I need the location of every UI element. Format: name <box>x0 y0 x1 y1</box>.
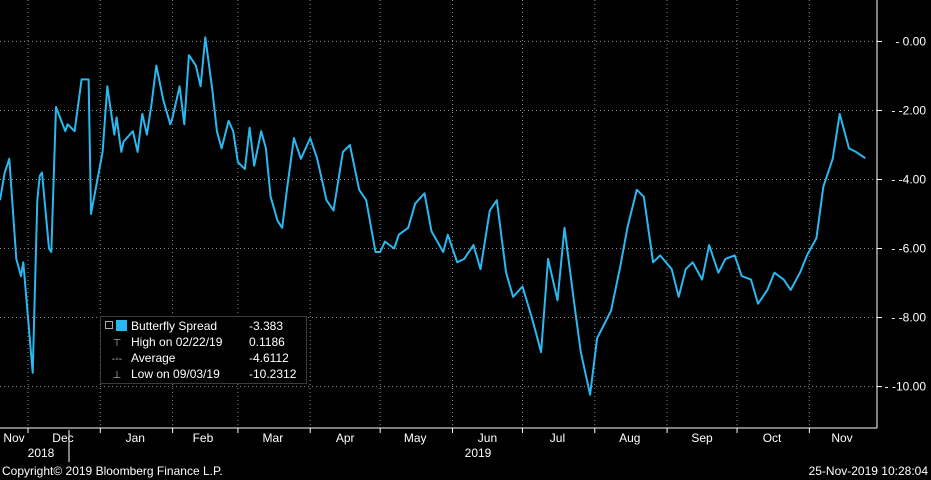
legend-average-label: Average <box>131 351 176 365</box>
average-marker-icon: -◦- <box>111 354 123 365</box>
legend-row-series: Butterfly Spread -3.383 <box>105 319 283 334</box>
timestamp-text: 25-Nov-2019 10:28:04 <box>808 464 928 478</box>
x-tick-label: Nov <box>3 431 24 445</box>
legend-row-low: ⊥ Low on 09/03/19 -10.2312 <box>105 367 297 382</box>
x-tick-label: Oct <box>763 431 782 445</box>
legend-row-average: -◦- Average -4.6112 <box>105 351 289 366</box>
copyright-text: Copyright© 2019 Bloomberg Finance L.P. <box>2 464 223 478</box>
x-tick-label: Feb <box>193 431 214 445</box>
x-year-label-2018: 2018 <box>28 446 55 460</box>
x-tick-label: Aug <box>619 431 640 445</box>
x-tick-label: Jun <box>478 431 497 445</box>
x-tick-label: Sep <box>691 431 713 445</box>
series-swatch-icon <box>116 320 128 331</box>
legend-row-high: ⊤ High on 02/22/19 0.1186 <box>105 335 285 350</box>
x-tick-label: Apr <box>336 431 355 445</box>
legend-average-value: -4.6112 <box>249 351 289 365</box>
x-tick-label: May <box>404 431 427 445</box>
collapse-box-icon[interactable] <box>105 321 113 329</box>
low-marker-icon: ⊥ <box>112 370 122 381</box>
high-marker-icon: ⊤ <box>112 338 122 349</box>
x-tick-label: Dec <box>52 431 73 445</box>
y-tick-label: - -10.00 <box>885 380 927 394</box>
y-tick-label: - 0.00 <box>895 34 926 48</box>
y-tick-label: - -2.00 <box>891 103 926 117</box>
legend-low-value: -10.2312 <box>249 367 297 381</box>
x-tick-label: Mar <box>263 431 284 445</box>
y-axis-ticks: - 0.00 - -2.00 - -4.00 - -6.00 - -8.00 - -10.… <box>877 34 927 394</box>
y-tick-label: - -6.00 <box>891 242 926 256</box>
legend-box: Butterfly Spread -3.383 ⊤ High on 02/22/… <box>100 316 307 384</box>
legend-low-label: Low on 09/03/19 <box>131 367 220 381</box>
x-tick-label: Jan <box>126 431 145 445</box>
butterfly-spread-line <box>0 36 866 396</box>
x-tick-label: Nov <box>831 431 852 445</box>
legend-high-value: 0.1186 <box>249 335 285 349</box>
x-year-label-2019: 2019 <box>465 446 492 460</box>
legend-series-value: -3.383 <box>249 319 284 333</box>
legend-high-label: High on 02/22/19 <box>131 335 223 349</box>
y-tick-label: - -8.00 <box>891 311 926 325</box>
x-axis-ticks: Nov Dec Jan Feb Mar Apr May Jun Jul Aug Sep Oct Nov <box>3 428 853 445</box>
y-tick-label: - -4.00 <box>891 172 926 186</box>
x-tick-label: Jul <box>550 431 565 445</box>
legend-series-label: Butterfly Spread <box>131 319 218 333</box>
